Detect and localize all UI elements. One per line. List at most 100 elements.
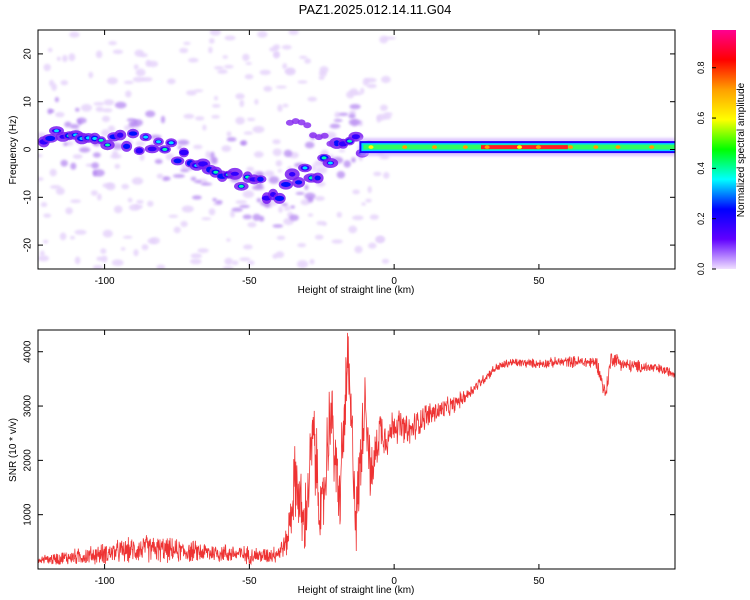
noise-blob <box>242 190 254 198</box>
noise-blob <box>383 114 392 120</box>
carrier-band-speck <box>535 145 541 149</box>
noise-blob <box>348 225 358 234</box>
heatmap-y-axis-label: Frequency (Hz) <box>8 116 19 185</box>
noise-blob <box>208 46 213 54</box>
noise-blob <box>60 159 68 167</box>
noise-blob <box>101 115 111 123</box>
noise-blob <box>96 193 102 201</box>
noise-blob <box>263 85 273 92</box>
carrier-band-speck <box>432 145 437 149</box>
noise-blob <box>194 179 202 184</box>
y-tick-label: 10 <box>23 96 34 108</box>
noise-blob <box>226 131 232 137</box>
colorbar-tick-label: 0.4 <box>696 162 706 175</box>
noise-blob <box>64 121 72 128</box>
carrier-band-speck <box>517 145 522 149</box>
noise-blob <box>226 238 231 242</box>
signal-blob-core <box>173 158 182 164</box>
noise-blob <box>132 76 145 83</box>
signal-blob-peak <box>162 147 168 151</box>
noise-blob <box>91 162 99 169</box>
signal-blob <box>320 132 329 139</box>
carrier-band-speck <box>649 145 655 149</box>
noise-blob <box>181 205 194 213</box>
colorbar-ticks: 0.0 0.2 0.4 0.6 0.8 <box>696 61 716 275</box>
noise-blob <box>74 229 87 235</box>
noise-blob <box>309 259 315 265</box>
noise-blob <box>179 47 189 54</box>
noise-blob <box>361 202 366 206</box>
signal-blob-peak <box>347 139 353 143</box>
noise-blob <box>307 213 314 217</box>
noise-blob <box>148 60 159 68</box>
noise-blob <box>338 112 349 117</box>
noise-blob <box>72 154 83 160</box>
snr-y-ticks: 1000 2000 3000 4000 <box>23 340 675 526</box>
noise-blob <box>369 214 379 220</box>
noise-blob <box>235 116 245 125</box>
noise-blob <box>333 119 343 122</box>
noise-blob <box>214 66 224 70</box>
noise-blob <box>322 221 327 226</box>
noise-blob <box>141 77 153 82</box>
noise-blob <box>193 89 204 93</box>
noise-blob <box>224 257 233 266</box>
noise-blob <box>156 173 164 179</box>
noise-blob <box>299 55 308 60</box>
noise-blob <box>93 102 105 106</box>
noise-blob <box>212 198 217 202</box>
noise-blob <box>190 176 197 181</box>
noise-blob <box>108 125 115 132</box>
noise-blob <box>188 57 199 63</box>
signal-blob-peak <box>54 129 59 133</box>
noise-blob <box>226 137 237 142</box>
heatmap-marks <box>38 30 675 269</box>
noise-blob <box>253 151 264 158</box>
noise-blob <box>129 204 141 211</box>
noise-blob <box>56 56 61 62</box>
signal-blob-core <box>257 176 264 182</box>
noise-blob <box>297 80 308 84</box>
noise-blob <box>252 126 265 133</box>
noise-blob <box>269 46 278 52</box>
noise-blob <box>242 53 250 62</box>
noise-blob <box>168 214 179 218</box>
noise-blob <box>375 236 385 243</box>
noise-blob <box>365 198 372 203</box>
noise-blob <box>132 119 138 123</box>
signal-blob-peak <box>105 143 110 147</box>
noise-blob <box>214 95 218 101</box>
snr-series-line <box>38 332 675 566</box>
noise-blob <box>172 174 185 178</box>
noise-blob <box>190 253 202 259</box>
noise-blob <box>92 152 101 158</box>
noise-blob <box>246 117 256 122</box>
noise-blob <box>95 50 103 59</box>
noise-blob <box>315 166 328 174</box>
noise-blob <box>131 177 144 185</box>
colorbar-tick-label: 0.6 <box>696 112 706 125</box>
noise-blob <box>304 141 315 149</box>
signal-blob-core <box>123 143 131 149</box>
x-tick-label: -50 <box>242 276 257 287</box>
noise-blob <box>247 260 255 266</box>
carrier-band-speck <box>593 145 599 149</box>
noise-blob <box>49 109 55 113</box>
noise-blob <box>59 232 67 241</box>
noise-blob <box>243 131 253 135</box>
signal-blob-core <box>351 134 360 140</box>
colorbar-ramp <box>712 30 736 269</box>
noise-blob <box>38 154 43 158</box>
signal-blob-peak <box>92 137 98 140</box>
noise-blob <box>70 162 77 170</box>
noise-blob <box>75 107 80 112</box>
y-tick-label: 3000 <box>23 394 34 417</box>
noise-blob <box>312 163 317 172</box>
noise-blob <box>263 170 275 177</box>
signal-blob-core <box>45 135 56 141</box>
noise-blob <box>210 151 215 160</box>
snr-x-axis-label: Height of straight line (km) <box>298 585 415 596</box>
noise-blob <box>245 62 252 65</box>
noise-blob <box>307 96 318 102</box>
noise-blob <box>76 117 87 124</box>
